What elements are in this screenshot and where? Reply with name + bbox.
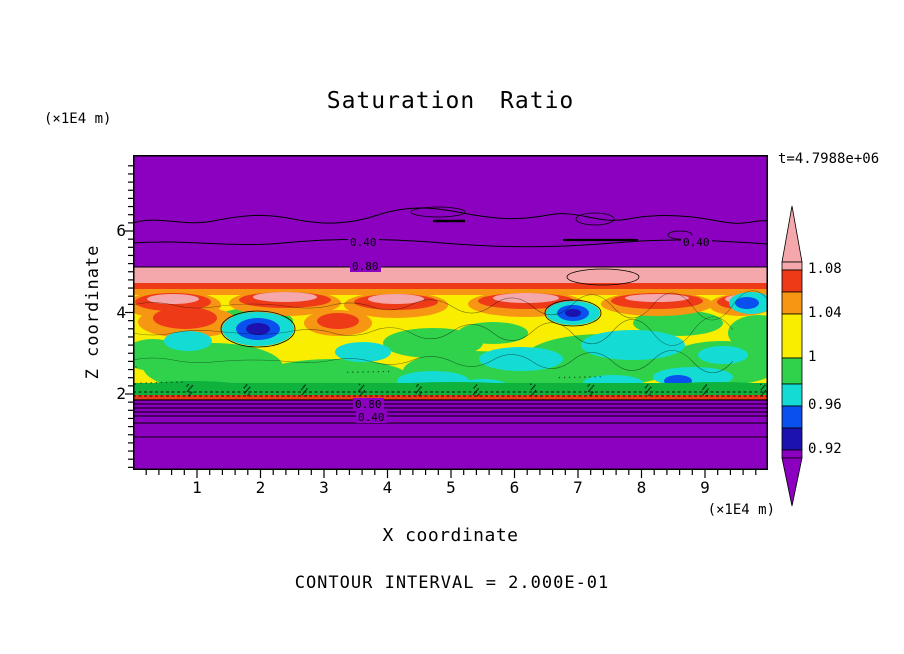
x-tick-label: 7 xyxy=(573,478,583,497)
x-tick-label: 4 xyxy=(382,478,393,497)
chart-title: Saturation Ratio xyxy=(326,88,575,114)
colorbar-tick-label: 1 xyxy=(808,349,817,365)
contour-line-label: 0.40 xyxy=(358,411,385,424)
colorbar xyxy=(780,205,804,507)
colorbar-tick-label: 0.92 xyxy=(808,441,842,457)
y-tick-label: 2 xyxy=(116,384,126,403)
x-axis-unit-label: (×1E4 m) xyxy=(707,502,775,518)
y-axis-title: Z coordinate xyxy=(83,244,103,380)
contour-plot: 0.400.800.400.800.40 xyxy=(133,155,768,470)
x-tick-label: 8 xyxy=(636,478,647,497)
contour-interval-label: CONTOUR INTERVAL = 2.000E-01 xyxy=(294,573,610,593)
colorbar-tick-label: 0.96 xyxy=(808,397,842,413)
x-tick-label: 9 xyxy=(700,478,710,497)
x-axis-title: X coordinate xyxy=(382,525,519,546)
colorbar-tick-label: 1.04 xyxy=(808,305,842,321)
y-axis-unit-label: (×1E4 m) xyxy=(44,111,112,127)
contour-line-label: 0.80 xyxy=(355,398,382,411)
colorbar-tick-label: 1.08 xyxy=(808,261,842,277)
contour-line-label: 0.80 xyxy=(352,260,379,273)
time-label: t=4.7988e+06 xyxy=(778,151,880,167)
x-tick-label: 6 xyxy=(509,478,520,497)
x-tick-label: 1 xyxy=(192,478,202,497)
y-tick-label: 6 xyxy=(116,221,126,240)
x-tick-label: 2 xyxy=(255,478,266,497)
contour-line-label: 0.40 xyxy=(683,236,710,249)
x-tick-label: 3 xyxy=(319,478,329,497)
x-tick-label: 5 xyxy=(446,478,456,497)
contour-line-label: 0.40 xyxy=(350,236,377,249)
